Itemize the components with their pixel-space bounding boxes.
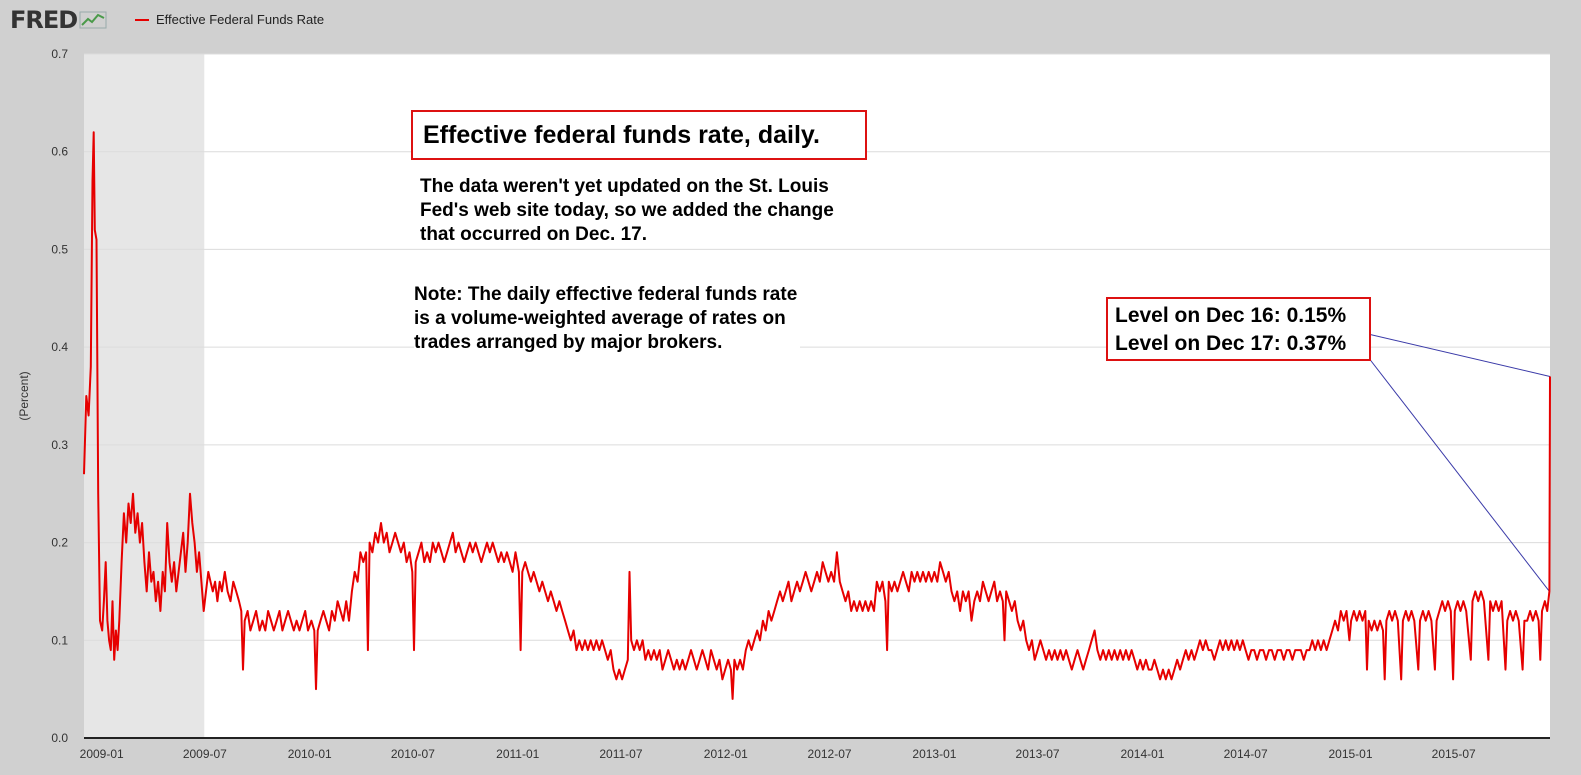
x-tick-label: 2011-07 bbox=[599, 747, 642, 761]
leader-lines bbox=[1367, 333, 1551, 592]
y-tick-label: 0.5 bbox=[51, 242, 68, 256]
annotation-definition-note: Note: The daily effective federal funds … bbox=[414, 283, 800, 355]
y-tick-label: 0.6 bbox=[51, 145, 68, 159]
y-tick-label: 0.0 bbox=[51, 731, 68, 745]
y-axis-label: (Percent) bbox=[17, 371, 31, 420]
level-dec16: Level on Dec 16: 0.15% bbox=[1115, 304, 1347, 327]
x-tick-label: 2013-01 bbox=[912, 747, 956, 761]
y-tick-label: 0.3 bbox=[51, 438, 68, 452]
level-dec17: Level on Dec 17: 0.37% bbox=[1115, 332, 1347, 355]
legend-swatch bbox=[135, 18, 149, 21]
x-tick-label: 2010-07 bbox=[391, 747, 435, 761]
leader-line-dec17 bbox=[1367, 333, 1551, 377]
y-tick-labels: 0.0 0.1 0.2 0.3 0.4 0.5 0.6 0.7 bbox=[51, 47, 68, 745]
x-tick-label: 2009-07 bbox=[183, 747, 227, 761]
recession-band bbox=[84, 54, 205, 738]
fred-logo[interactable]: FRED bbox=[10, 6, 107, 34]
legend-label: Effective Federal Funds Rate bbox=[156, 12, 325, 27]
leader-line-dec16 bbox=[1367, 356, 1550, 592]
x-tick-label: 2010-01 bbox=[288, 747, 332, 761]
y-tick-label: 0.7 bbox=[51, 47, 68, 61]
x-tick-label: 2013-07 bbox=[1016, 747, 1060, 761]
line-chart-icon bbox=[79, 11, 107, 29]
header: FRED Effective Federal Funds Rate bbox=[0, 0, 1581, 42]
x-tick-label: 2015-07 bbox=[1432, 747, 1476, 761]
plot-area bbox=[84, 54, 1550, 738]
x-tick-label: 2014-07 bbox=[1224, 747, 1268, 761]
annotation-title: Effective federal funds rate, daily. bbox=[411, 110, 867, 160]
legend: Effective Federal Funds Rate bbox=[135, 12, 324, 27]
annotation-update-note: The data weren't yet updated on the St. … bbox=[420, 175, 865, 247]
fred-logo-text: FRED bbox=[10, 6, 78, 34]
x-tick-label: 2011-01 bbox=[496, 747, 539, 761]
annotation-levels: Level on Dec 16: 0.15% Level on Dec 17: … bbox=[1106, 297, 1371, 361]
x-tick-label: 2015-01 bbox=[1328, 747, 1372, 761]
x-tick-label: 2009-01 bbox=[80, 747, 124, 761]
x-tick-label: 2012-07 bbox=[808, 747, 852, 761]
y-tick-label: 0.1 bbox=[51, 633, 68, 647]
x-tick-labels: 2009-01 2009-07 2010-01 2010-07 2011-01 2011-… bbox=[80, 747, 1476, 761]
y-tick-label: 0.2 bbox=[51, 536, 68, 550]
series-line-effective-federal-funds-rate bbox=[83, 131, 1551, 700]
x-tick-label: 2012-01 bbox=[704, 747, 748, 761]
series-layer bbox=[83, 131, 1551, 700]
y-tick-label: 0.4 bbox=[51, 340, 68, 354]
x-tick-label: 2014-01 bbox=[1120, 747, 1164, 761]
